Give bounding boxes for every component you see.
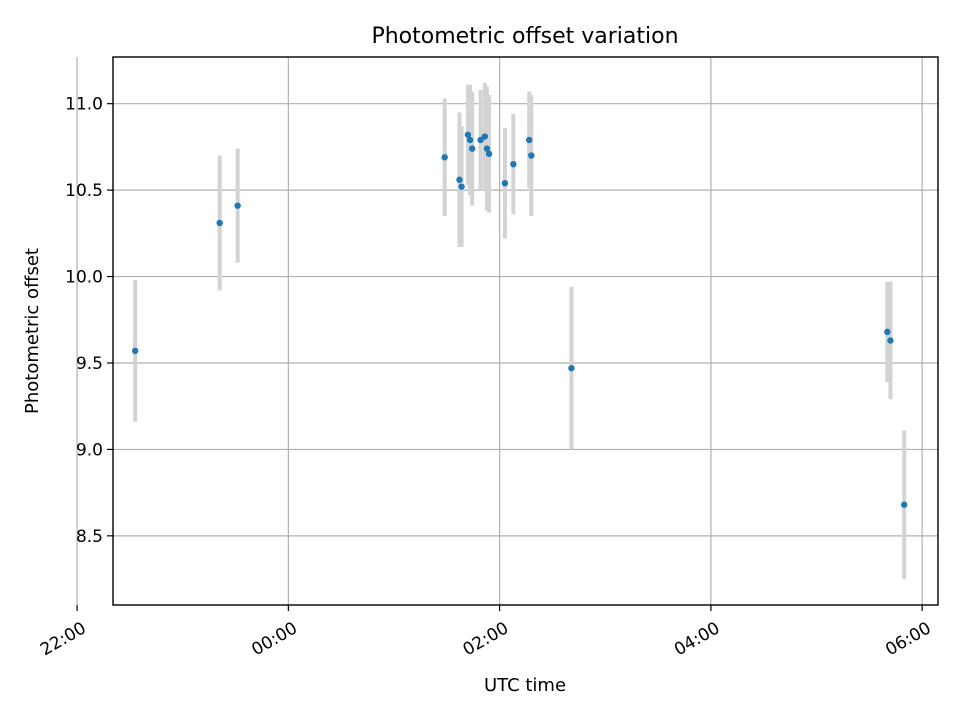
y-tick-label: 9.5 bbox=[76, 354, 103, 374]
chart-title: Photometric offset variation bbox=[371, 24, 678, 49]
y-tick-label: 10.5 bbox=[65, 181, 103, 201]
x-axis-label: UTC time bbox=[484, 675, 566, 696]
data-point bbox=[528, 152, 535, 159]
data-point bbox=[441, 154, 448, 161]
y-axis-label: Photometric offset bbox=[22, 248, 43, 414]
y-tick-label: 9.0 bbox=[76, 440, 103, 460]
point-layer bbox=[131, 131, 908, 508]
y-tick-label: 11.0 bbox=[65, 95, 103, 115]
data-point bbox=[216, 219, 223, 227]
data-point bbox=[468, 145, 476, 152]
data-point bbox=[485, 150, 493, 158]
data-point bbox=[900, 501, 908, 508]
data-point bbox=[131, 347, 139, 355]
data-point bbox=[525, 136, 533, 144]
plot-frame bbox=[112, 56, 939, 606]
data-point bbox=[887, 337, 894, 344]
data-point bbox=[884, 328, 891, 336]
y-axis-ticks: 8.5 9.0 9.5 10.0 10.5 11.0 bbox=[65, 95, 113, 547]
data-point bbox=[458, 183, 465, 190]
data-point bbox=[568, 364, 575, 372]
grid-layer bbox=[76, 57, 938, 605]
data-point bbox=[481, 133, 489, 140]
data-point bbox=[477, 136, 484, 144]
data-point bbox=[510, 160, 517, 168]
data-point bbox=[466, 136, 474, 144]
y-tick-label: 8.5 bbox=[76, 527, 103, 547]
data-point bbox=[483, 145, 491, 152]
data-point bbox=[456, 176, 463, 183]
y-tick-label: 10.0 bbox=[65, 268, 103, 288]
data-point bbox=[501, 179, 509, 187]
data-point bbox=[464, 131, 472, 138]
data-point bbox=[234, 202, 241, 209]
